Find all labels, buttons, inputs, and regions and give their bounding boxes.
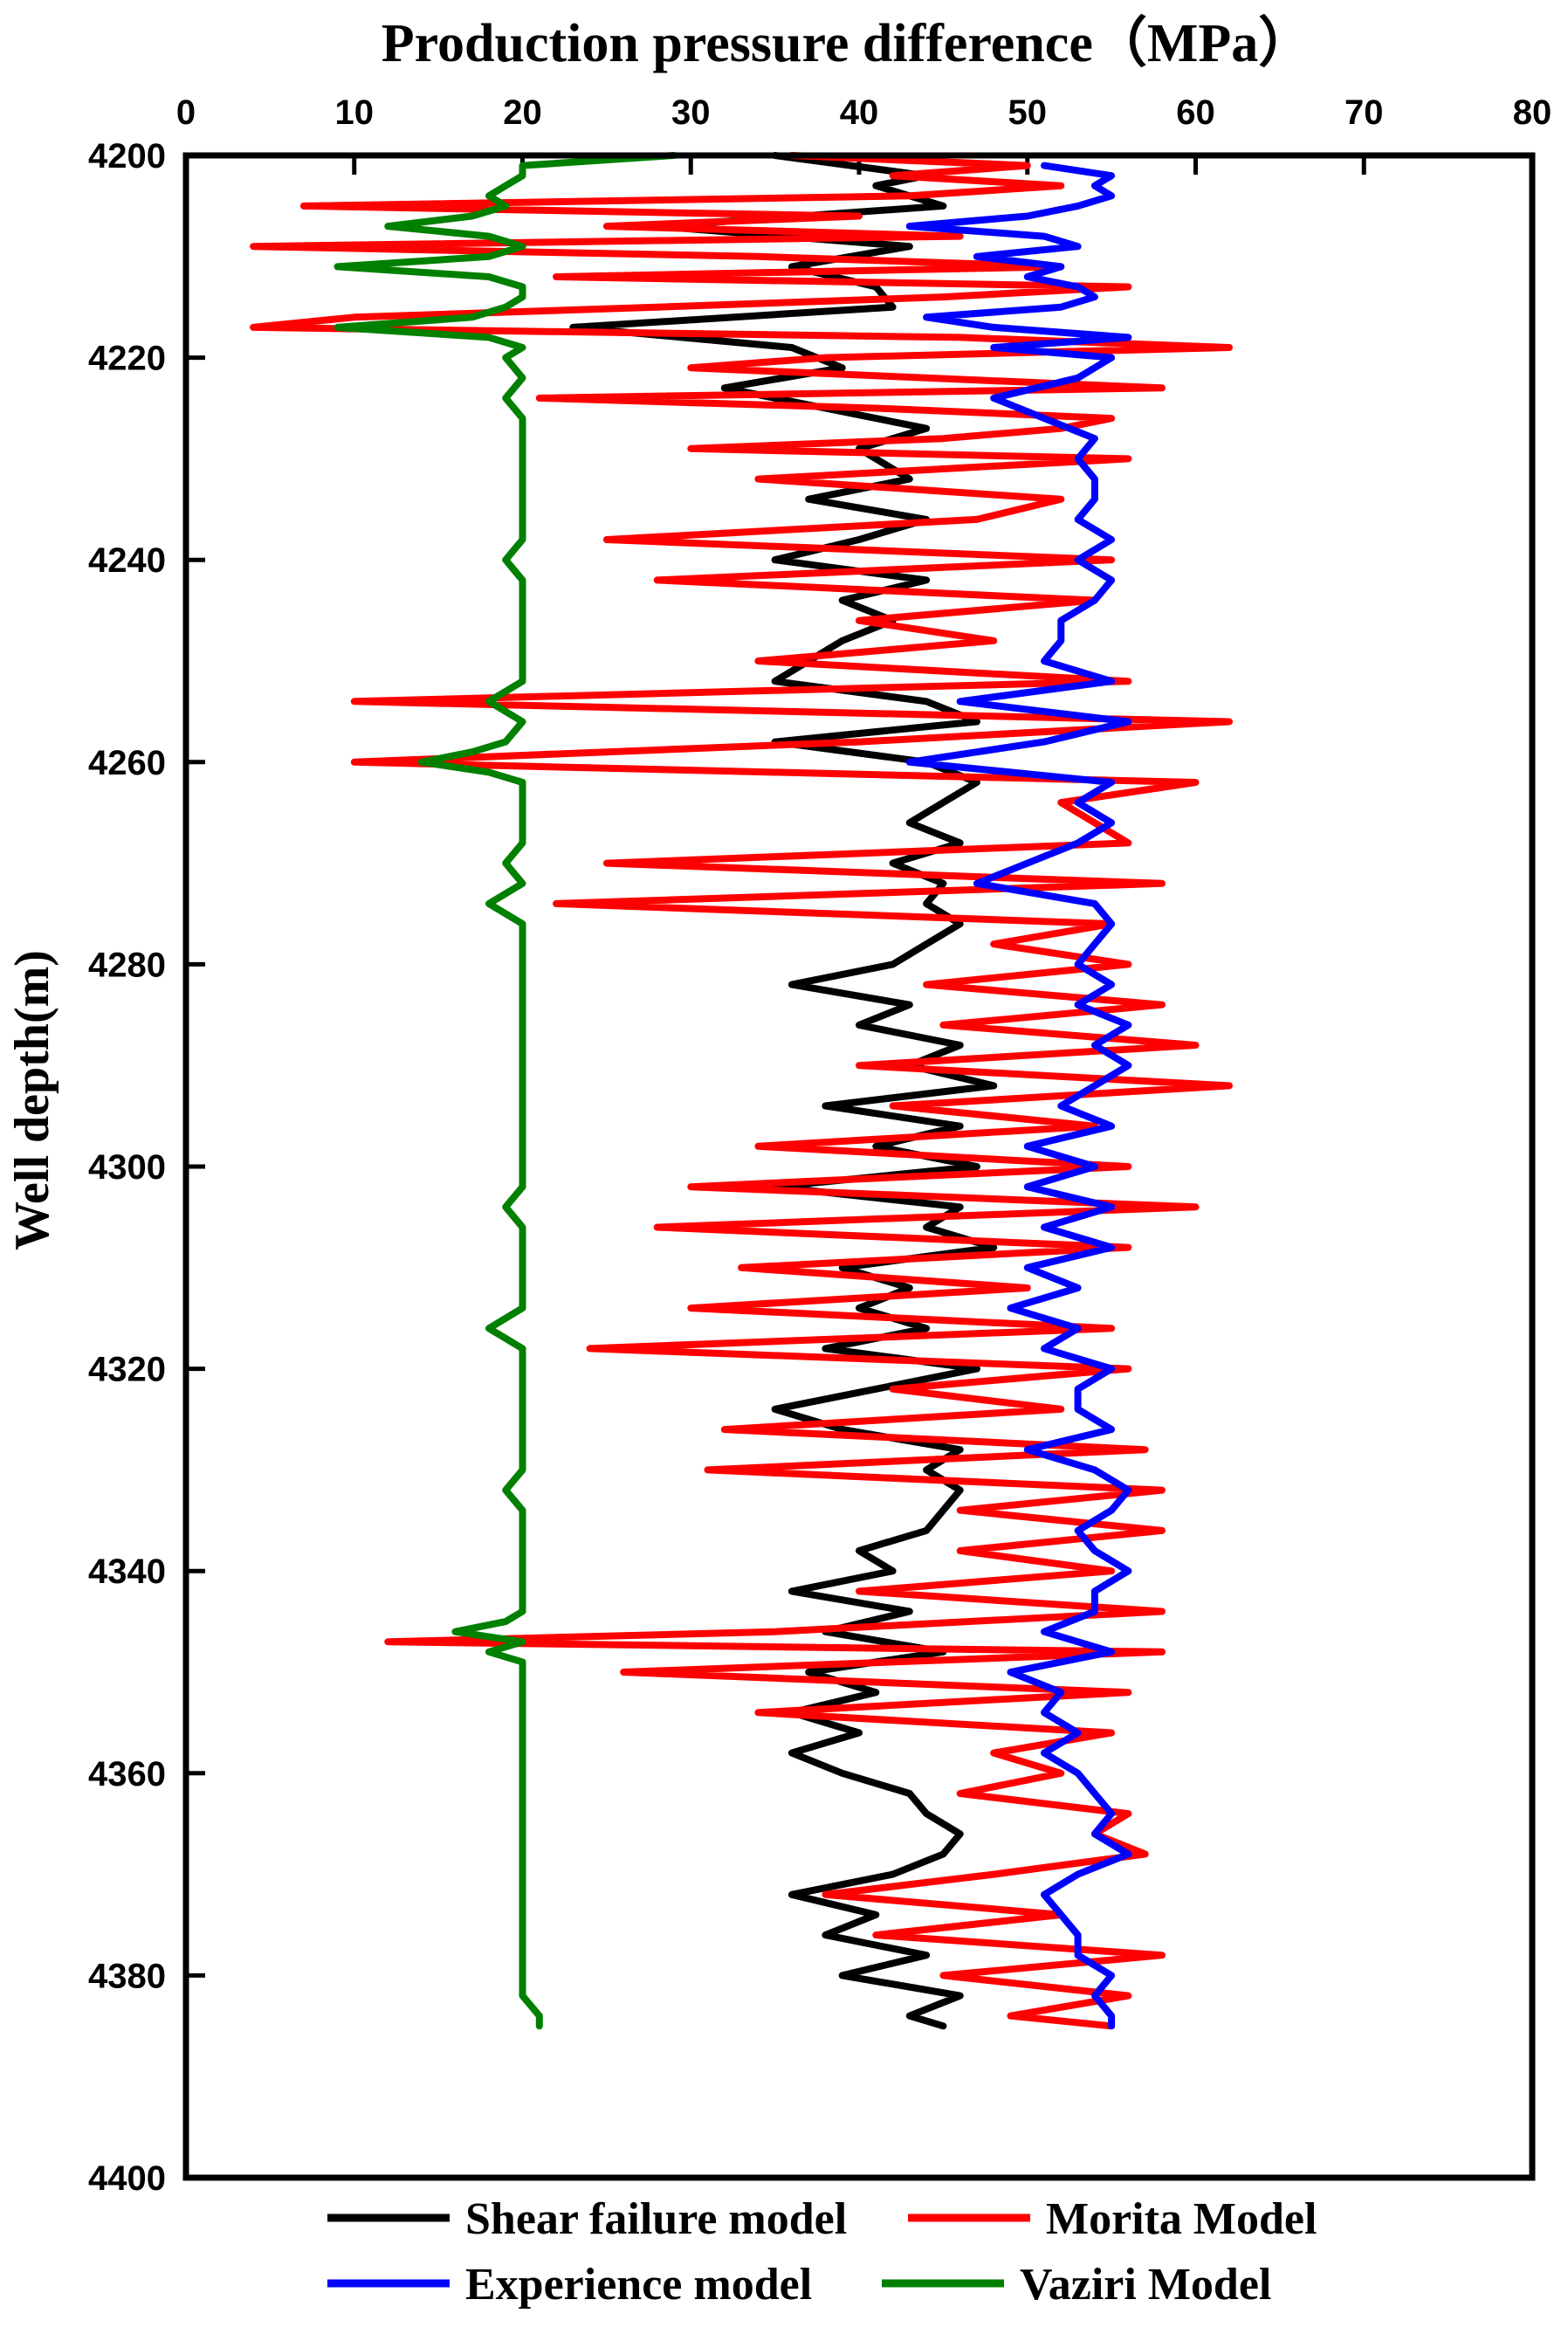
y-tick-label: 4240 [88, 541, 166, 580]
x-tick-label: 20 [503, 93, 542, 132]
chart-title: Production pressure difference（MPa） [382, 12, 1313, 73]
y-tick-label: 4200 [88, 137, 166, 176]
y-axis-ticks: 4200 4220 4240 4260 4280 4300 4320 4340 4360 4380… [88, 137, 205, 2198]
x-axis-ticks: 0 10 20 30 40 50 60 70 80 [176, 93, 1551, 175]
y-tick-label: 4340 [88, 1552, 166, 1591]
x-tick-label: 10 [335, 93, 375, 132]
legend-label-shear-failure-model: Shear failure model [465, 2194, 847, 2244]
x-tick-label: 70 [1344, 93, 1384, 132]
x-tick-label: 40 [840, 93, 879, 132]
legend-label-morita-model: Morita Model [1046, 2194, 1317, 2244]
series-line-vaziri-model [334, 152, 677, 2030]
series-lines [250, 152, 1233, 2030]
y-tick-label: 4280 [88, 946, 166, 984]
series-line-experience-model [905, 162, 1132, 2030]
y-tick-label: 4260 [88, 744, 166, 782]
x-tick-label: 50 [1008, 93, 1048, 132]
y-tick-label: 4400 [88, 2159, 166, 2198]
legend: Shear failure model Morita Model Experienc… [327, 2194, 1317, 2310]
y-tick-label: 4380 [88, 1957, 166, 1995]
y-tick-label: 4320 [88, 1351, 166, 1389]
x-tick-label: 0 [176, 93, 196, 132]
legend-label-experience-model: Experience model [465, 2260, 812, 2310]
x-tick-label: 60 [1176, 93, 1215, 132]
series-line-morita-model [250, 152, 1233, 2030]
y-tick-label: 4360 [88, 1755, 166, 1793]
y-tick-label: 4300 [88, 1148, 166, 1187]
legend-label-vaziri-model: Vaziri Model [1020, 2260, 1271, 2310]
y-tick-label: 4220 [88, 340, 166, 378]
x-tick-label: 30 [671, 93, 711, 132]
plot-frame [182, 152, 1536, 2181]
x-tick-label: 80 [1513, 93, 1552, 132]
y-axis-label: Well depth(m) [5, 950, 59, 1250]
